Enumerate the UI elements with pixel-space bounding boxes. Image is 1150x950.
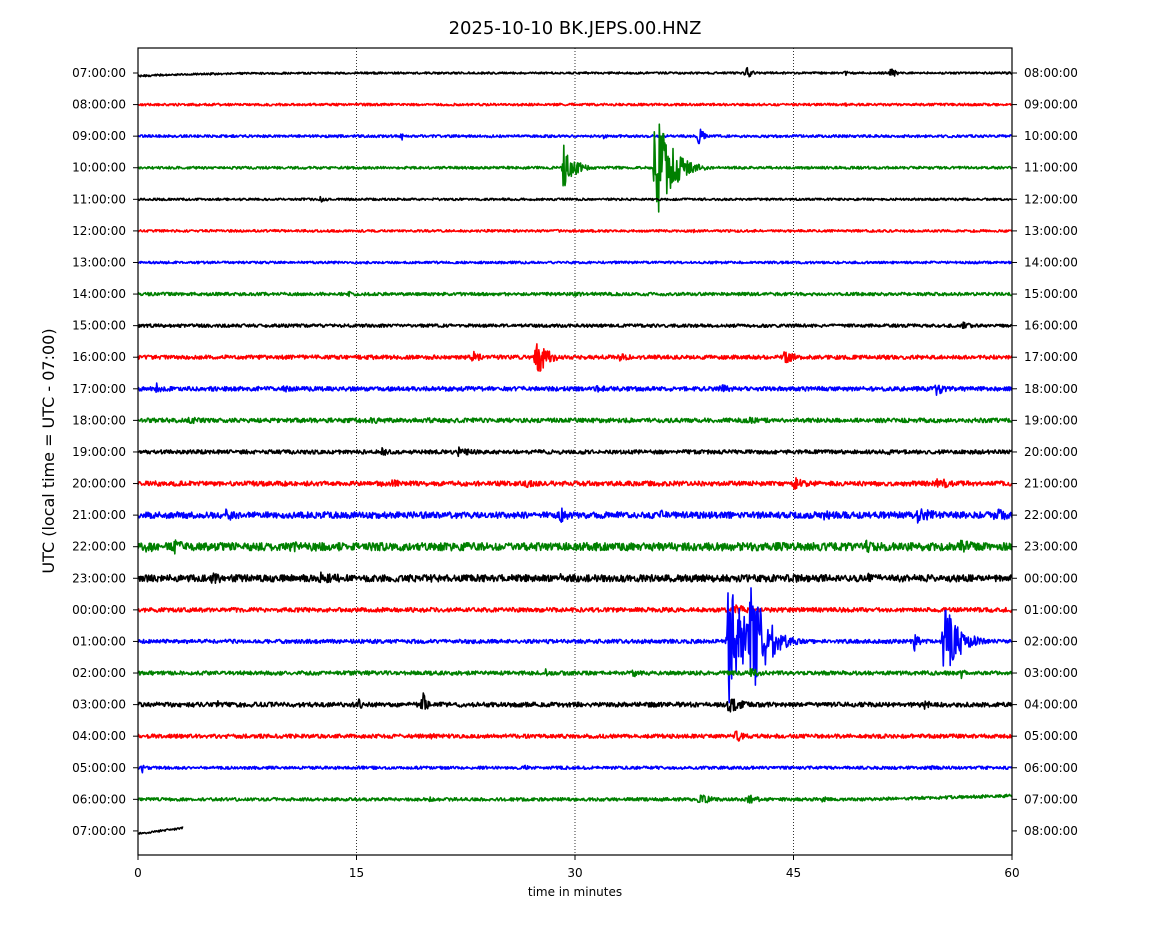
y-tick-label-left: 17:00:00 <box>72 382 126 396</box>
trace-line <box>137 587 1013 704</box>
y-tick-label-right: 20:00:00 <box>1024 445 1078 459</box>
x-tick-label: 60 <box>1004 866 1019 880</box>
trace-line <box>137 793 1013 804</box>
trace-line <box>137 667 1013 680</box>
y-tick-label-left: 18:00:00 <box>72 413 126 427</box>
y-tick-label-left: 05:00:00 <box>72 761 126 775</box>
y-tick-label-right: 14:00:00 <box>1024 255 1078 269</box>
trace-line <box>137 507 1013 524</box>
y-tick-label-left: 07:00:00 <box>72 66 126 80</box>
x-tick-label: 30 <box>567 866 582 880</box>
y-tick-label-right: 06:00:00 <box>1024 761 1078 775</box>
y-tick-label-left: 01:00:00 <box>72 634 126 648</box>
y-tick-label-right: 03:00:00 <box>1024 666 1078 680</box>
trace-line <box>137 764 1013 774</box>
y-tick-label-left: 10:00:00 <box>72 161 126 175</box>
y-tick-label-left: 16:00:00 <box>72 350 126 364</box>
y-tick-label-left: 09:00:00 <box>72 129 126 143</box>
y-tick-label-right: 00:00:00 <box>1024 571 1078 585</box>
y-tick-label-right: 08:00:00 <box>1024 66 1078 80</box>
trace-line <box>137 730 1013 742</box>
traces <box>137 66 1013 835</box>
trace-line <box>137 321 1013 330</box>
right-axis-ticks: 08:00:00 09:00:00 10:00:00 11:00:00 12:00:00… <box>1012 66 1078 838</box>
y-tick-label-right: 16:00:00 <box>1024 319 1078 333</box>
y-tick-label-left: 15:00:00 <box>72 319 126 333</box>
chart-title: 2025-10-10 BK.JEPS.00.HNZ <box>449 18 702 39</box>
y-tick-label-left: 23:00:00 <box>72 571 126 585</box>
y-tick-label-left: 02:00:00 <box>72 666 126 680</box>
trace-line <box>137 539 1013 555</box>
left-axis-ticks: 07:00:00 08:00:00 09:00:00 10:00:00 11:00:00… <box>72 66 138 838</box>
x-tick-label: 45 <box>786 866 801 880</box>
y-tick-label-right: 21:00:00 <box>1024 477 1078 491</box>
trace-line <box>137 604 1013 614</box>
trace-line <box>137 343 1013 372</box>
y-tick-label-right: 08:00:00 <box>1024 824 1078 838</box>
y-axis-label: UTC (local time = UTC - 07:00) <box>39 328 58 573</box>
y-tick-label-left: 00:00:00 <box>72 603 126 617</box>
y-tick-label-right: 23:00:00 <box>1024 540 1078 554</box>
y-tick-label-right: 10:00:00 <box>1024 129 1078 143</box>
y-tick-label-right: 04:00:00 <box>1024 698 1078 712</box>
y-tick-label-right: 13:00:00 <box>1024 224 1078 238</box>
y-tick-label-left: 19:00:00 <box>72 445 126 459</box>
trace-line <box>137 123 1013 213</box>
y-tick-label-left: 20:00:00 <box>72 477 126 491</box>
y-tick-label-left: 13:00:00 <box>72 255 126 269</box>
x-axis-label: time in minutes <box>528 885 622 899</box>
y-tick-label-right: 07:00:00 <box>1024 792 1078 806</box>
trace-line <box>137 128 1013 145</box>
x-axis-ticks: 0 15 30 45 60 <box>134 855 1020 880</box>
y-tick-label-left: 11:00:00 <box>72 192 126 206</box>
y-tick-label-right: 01:00:00 <box>1024 603 1078 617</box>
trace-line <box>137 416 1013 425</box>
y-tick-label-left: 06:00:00 <box>72 792 126 806</box>
trace-line <box>137 228 1013 234</box>
y-tick-label-right: 15:00:00 <box>1024 287 1078 301</box>
y-tick-label-right: 19:00:00 <box>1024 413 1078 427</box>
y-tick-label-left: 12:00:00 <box>72 224 126 238</box>
y-tick-label-right: 09:00:00 <box>1024 98 1078 112</box>
trace-line <box>137 290 1013 298</box>
y-tick-label-right: 17:00:00 <box>1024 350 1078 364</box>
grid-lines <box>356 48 794 855</box>
trace-line <box>137 476 1013 490</box>
trace-line <box>137 446 1013 458</box>
y-tick-label-right: 05:00:00 <box>1024 729 1078 743</box>
trace-line <box>137 260 1013 265</box>
trace-line <box>137 571 1013 585</box>
y-tick-label-left: 21:00:00 <box>72 508 126 522</box>
y-tick-label-right: 18:00:00 <box>1024 382 1078 396</box>
trace-line <box>137 692 1013 713</box>
y-tick-label-left: 08:00:00 <box>72 98 126 112</box>
trace-line <box>137 382 1013 397</box>
y-tick-label-right: 12:00:00 <box>1024 192 1078 206</box>
y-tick-label-left: 22:00:00 <box>72 540 126 554</box>
y-tick-label-left: 14:00:00 <box>72 287 126 301</box>
y-tick-label-left: 03:00:00 <box>72 698 126 712</box>
trace-line <box>137 102 1013 107</box>
x-tick-label: 0 <box>134 866 142 880</box>
y-tick-label-left: 07:00:00 <box>72 824 126 838</box>
trace-line <box>137 66 1013 78</box>
y-tick-label-left: 04:00:00 <box>72 729 126 743</box>
y-tick-label-right: 11:00:00 <box>1024 161 1078 175</box>
trace-line <box>137 826 184 835</box>
x-tick-label: 15 <box>349 866 364 880</box>
y-tick-label-right: 22:00:00 <box>1024 508 1078 522</box>
y-tick-label-right: 02:00:00 <box>1024 634 1078 648</box>
trace-line <box>137 195 1013 203</box>
